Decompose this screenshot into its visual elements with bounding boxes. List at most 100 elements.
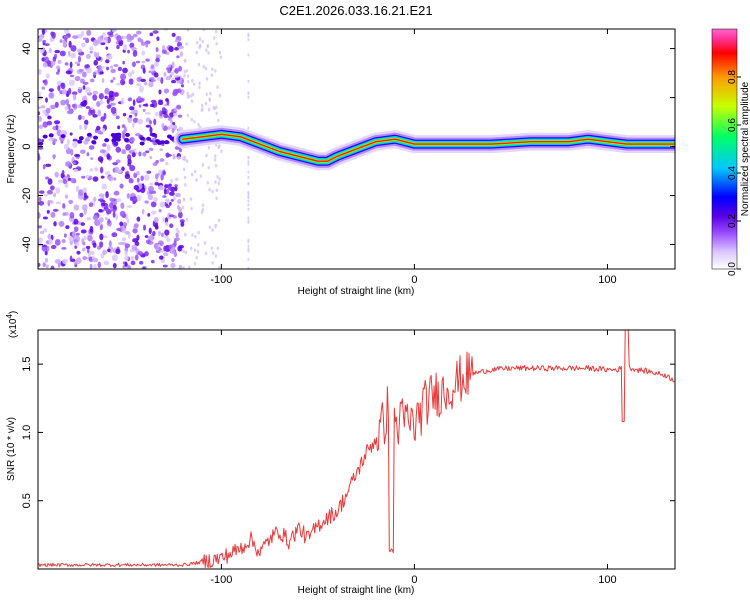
noise-dot	[145, 150, 150, 154]
noise-dot	[64, 105, 69, 111]
noise-dot	[45, 73, 50, 79]
noise-dot	[142, 67, 146, 74]
noise-dot	[122, 112, 127, 117]
noise-band-dot	[110, 133, 116, 138]
noise-dot-faint	[247, 91, 250, 95]
noise-dot	[135, 60, 141, 64]
noise-dot-faint	[208, 225, 212, 230]
noise-dot	[92, 242, 97, 248]
noise-dot	[96, 100, 101, 108]
noise-dot	[50, 211, 56, 218]
noise-dot	[132, 117, 139, 123]
noise-dot	[149, 182, 154, 186]
noise-dot	[131, 244, 138, 251]
noise-dot-faint	[220, 149, 223, 154]
noise-dot-faint	[247, 53, 250, 57]
noise-dot	[97, 156, 104, 163]
noise-dot	[141, 60, 146, 64]
noise-dot	[77, 86, 83, 90]
noise-dot	[89, 50, 93, 54]
noise-dot	[112, 211, 116, 218]
noise-dot	[98, 93, 104, 100]
noise-dot	[155, 111, 159, 117]
noise-dot-faint	[182, 266, 185, 269]
noise-dot	[160, 77, 164, 84]
noise-dot	[45, 97, 48, 103]
noise-dot	[140, 41, 146, 46]
noise-dot-faint	[206, 44, 209, 48]
noise-dot	[168, 45, 174, 53]
noise-dot	[110, 79, 114, 83]
noise-dot-faint	[195, 178, 198, 182]
noise-dot	[119, 183, 124, 189]
noise-dot	[74, 76, 81, 82]
noise-dot	[63, 233, 67, 238]
noise-dot	[107, 218, 111, 224]
noise-dot-faint	[211, 261, 214, 265]
noise-dot	[130, 46, 137, 50]
noise-dot-faint	[218, 177, 221, 181]
noise-dot	[77, 48, 83, 53]
noise-dot	[90, 157, 94, 160]
noise-dot	[156, 76, 161, 81]
noise-dot-faint	[199, 44, 202, 49]
noise-dot	[78, 189, 84, 196]
noise-dot	[150, 64, 155, 69]
noise-dot	[172, 153, 176, 160]
noise-dot	[85, 67, 92, 74]
noise-dot	[159, 250, 165, 253]
noise-dot	[56, 65, 61, 70]
noise-dot	[107, 248, 111, 253]
noise-dot	[75, 257, 82, 265]
noise-dot	[175, 88, 182, 93]
noise-dot	[80, 42, 86, 48]
noise-dot	[44, 250, 48, 256]
noise-dot	[177, 45, 185, 50]
noise-dot	[89, 263, 93, 269]
noise-dot	[73, 168, 79, 173]
noise-dot	[136, 177, 140, 183]
noise-dot	[79, 124, 83, 130]
noise-dot	[85, 174, 90, 179]
noise-dot	[166, 153, 173, 157]
noise-dot	[82, 256, 88, 261]
noise-dot-faint	[207, 107, 211, 112]
noise-dot-faint	[247, 170, 250, 174]
noise-dot	[66, 110, 73, 115]
noise-dot	[66, 138, 70, 145]
noise-dot	[38, 190, 45, 194]
noise-dot	[94, 168, 99, 172]
snr-x-tick-label: 0	[411, 574, 417, 586]
noise-dot-faint	[190, 117, 194, 122]
noise-dot	[170, 79, 177, 84]
noise-dot	[131, 61, 137, 67]
noise-dot	[92, 39, 99, 47]
noise-dot-faint	[247, 266, 250, 269]
noise-dot-faint	[247, 244, 250, 248]
noise-dot-faint	[187, 79, 190, 84]
noise-dot	[42, 164, 46, 170]
noise-dot	[127, 116, 133, 123]
noise-dot-faint	[190, 99, 194, 103]
noise-dot	[145, 124, 152, 128]
noise-dot	[57, 85, 61, 91]
noise-dot	[153, 196, 158, 203]
colorbar-gradient	[711, 28, 738, 270]
noise-dot	[47, 115, 52, 120]
snr-scale-label: (x104)	[5, 311, 19, 338]
noise-dot	[127, 158, 132, 165]
noise-dot	[38, 146, 44, 150]
noise-dot	[64, 62, 69, 66]
noise-dot	[136, 216, 141, 222]
spectrogram-y-ticks: -40 -20 0 20 40	[21, 42, 675, 252]
noise-dot	[155, 159, 159, 164]
noise-dot	[68, 40, 72, 48]
noise-dot	[144, 174, 150, 181]
noise-dot	[176, 80, 182, 84]
spectrogram-x-tick-label: 0	[411, 274, 417, 286]
noise-dot-faint	[247, 126, 250, 130]
noise-dot	[119, 221, 124, 227]
noise-dot-faint	[182, 249, 186, 254]
noise-dot	[132, 200, 136, 205]
noise-dot	[58, 220, 65, 227]
